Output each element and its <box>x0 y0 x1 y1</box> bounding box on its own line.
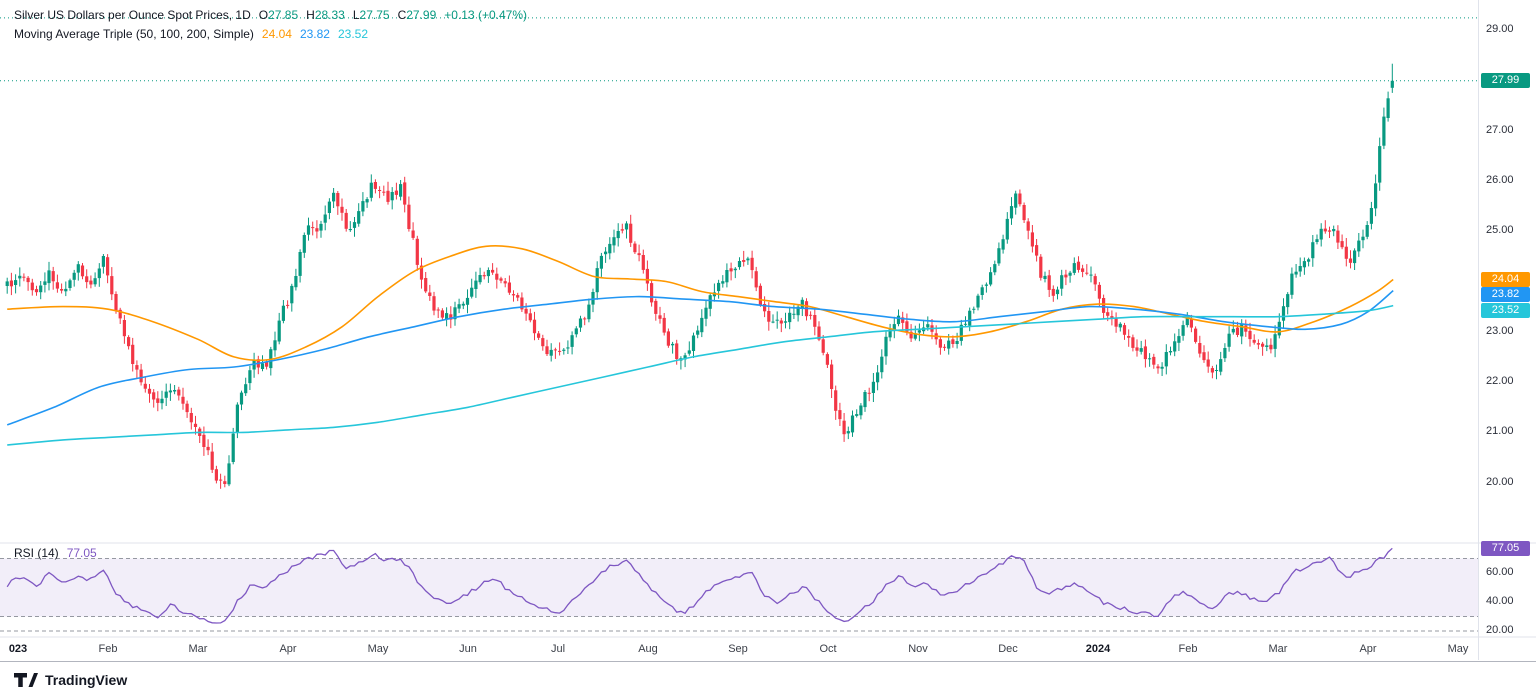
legend: Silver US Dollars per Ounce Spot Prices,… <box>14 6 527 44</box>
time-axis-label: 2024 <box>1085 643 1111 655</box>
ma-indicator-title[interactable]: Moving Average Triple (50, 100, 200, Sim… <box>14 27 254 41</box>
tradingview-attribution[interactable]: TradingView <box>14 672 127 688</box>
ma-line-MA200 <box>7 304 1394 446</box>
rsi-band <box>0 558 1478 617</box>
ma-line-MA100 <box>6 289 1394 426</box>
rsi-value: 77.05 <box>66 546 97 560</box>
time-axis-label: Aug <box>638 643 658 655</box>
candles <box>5 63 1394 489</box>
time-axis-label: Mar <box>188 643 208 655</box>
ma-legend-row: Moving Average Triple (50, 100, 200, Sim… <box>14 25 527 44</box>
change-value: +0.13 (+0.47%) <box>444 8 527 22</box>
symbol-legend-row: Silver US Dollars per Ounce Spot Prices,… <box>14 6 527 25</box>
time-axis-label: 023 <box>8 643 28 655</box>
time-axis-label: Mar <box>1268 643 1288 655</box>
time-axis-label: Feb <box>98 643 118 655</box>
rsi-legend-row: RSI (14) 77.05 <box>14 546 97 560</box>
ma100-value-badge: 23.82 <box>1481 287 1530 302</box>
tradingview-brand-text: TradingView <box>45 671 128 688</box>
last-price-badge: 27.99 <box>1481 73 1530 88</box>
bottom-toolbar: TradingView <box>0 661 1536 697</box>
ma-line-MA50 <box>7 244 1394 362</box>
rsi-axis-label: 60.00 <box>1486 566 1514 578</box>
open-label: O <box>258 8 269 22</box>
time-axis-label: Jul <box>550 643 566 655</box>
rsi-value-badge: 77.05 <box>1481 541 1530 556</box>
price-axis-label: 26.00 <box>1486 174 1514 186</box>
time-axis-label: Feb <box>1178 643 1198 655</box>
low-value: 27.75 <box>359 8 390 22</box>
low-label: L <box>352 8 360 22</box>
tradingview-logo-icon <box>14 672 38 687</box>
price-axis-label: 21.00 <box>1486 425 1514 437</box>
time-axis-label: Dec <box>998 643 1018 655</box>
time-axis-label: Nov <box>908 643 928 655</box>
close-value: 27.99 <box>406 8 437 22</box>
time-axis-label: Jun <box>459 643 477 655</box>
chart-canvas[interactable] <box>0 0 1536 660</box>
ma100-value: 23.82 <box>299 27 330 41</box>
price-axis-label: 20.00 <box>1486 476 1514 488</box>
symbol-title[interactable]: Silver US Dollars per Ounce Spot Prices,… <box>14 8 251 22</box>
ma50-value-badge: 24.04 <box>1481 272 1530 287</box>
high-value: 28.33 <box>314 8 345 22</box>
rsi-axis-label: 40.00 <box>1486 595 1514 607</box>
high-label: H <box>306 8 315 22</box>
time-axis-label: Sep <box>728 643 748 655</box>
rsi-indicator-title[interactable]: RSI (14) <box>14 546 59 560</box>
time-axis-label: Apr <box>279 643 297 655</box>
time-axis-label: Apr <box>1359 643 1377 655</box>
rsi-axis-label: 20.00 <box>1486 624 1514 636</box>
ma200-value: 23.52 <box>337 27 369 41</box>
time-axis-label: Oct <box>819 643 837 655</box>
ma50-value: 24.04 <box>261 27 292 41</box>
price-axis-label: 27.00 <box>1486 124 1514 136</box>
price-axis-label: 29.00 <box>1486 23 1514 35</box>
open-value: 27.85 <box>268 8 299 22</box>
price-axis-label: 23.00 <box>1486 325 1514 337</box>
ma200-value-badge: 23.52 <box>1481 303 1530 318</box>
price-axis-label: 25.00 <box>1486 224 1514 236</box>
close-label: C <box>397 8 407 22</box>
rsi-line <box>6 547 1393 624</box>
price-axis-label: 22.00 <box>1486 375 1514 387</box>
time-axis-label: May <box>367 643 389 655</box>
time-axis-label: May <box>1447 643 1469 655</box>
